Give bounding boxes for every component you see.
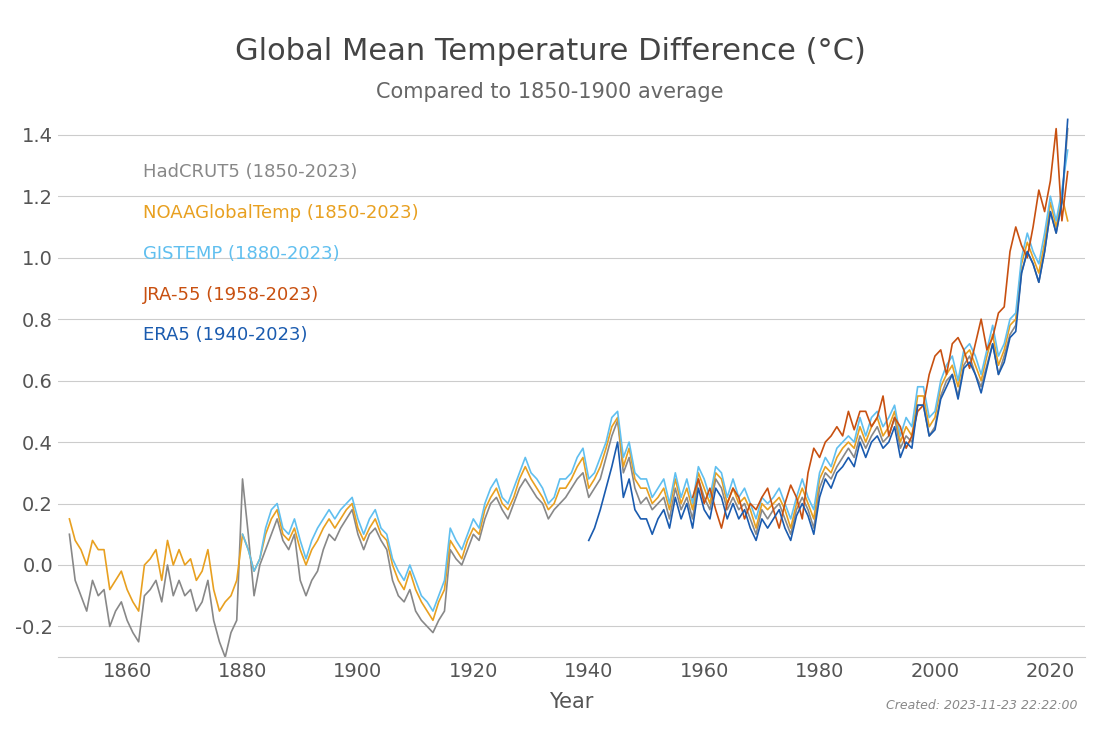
HadCRUT5 (1850-2023) (63, 530, 76, 539)
Text: GISTEMP (1880-2023): GISTEMP (1880-2023) (143, 245, 340, 263)
JRA-55 (1958-2023) (986, 333, 999, 342)
JRA-55 (1958-2023) (720, 499, 734, 508)
Text: Created: 2023-11-23 22:22:00: Created: 2023-11-23 22:22:00 (887, 699, 1078, 712)
NOAAGlobalTemp (1850-2023) (807, 514, 821, 523)
ERA5 (1940-2023) (587, 524, 601, 533)
Text: HadCRUT5 (1850-2023): HadCRUT5 (1850-2023) (143, 163, 358, 181)
NOAAGlobalTemp (1850-2023) (1055, 191, 1068, 200)
ERA5 (1940-2023) (582, 536, 595, 545)
JRA-55 (1958-2023) (854, 407, 867, 416)
ERA5 (1940-2023) (610, 438, 624, 447)
ERA5 (1940-2023) (818, 474, 832, 483)
NOAAGlobalTemp (1850-2023) (167, 560, 180, 569)
JRA-55 (1958-2023) (686, 493, 700, 502)
NOAAGlobalTemp (1850-2023) (427, 616, 440, 625)
GISTEMP (1880-2023) (427, 607, 440, 616)
GISTEMP (1880-2023) (496, 493, 509, 502)
JRA-55 (1958-2023) (859, 407, 872, 416)
GISTEMP (1880-2023) (1062, 145, 1075, 154)
GISTEMP (1880-2023) (905, 422, 918, 431)
JRA-55 (1958-2023) (1062, 167, 1075, 176)
Text: Compared to 1850-1900 average: Compared to 1850-1900 average (376, 82, 724, 102)
Text: NOAAGlobalTemp (1850-2023): NOAAGlobalTemp (1850-2023) (143, 204, 419, 222)
JRA-55 (1958-2023) (1049, 124, 1063, 133)
HadCRUT5 (1850-2023) (605, 432, 618, 441)
GISTEMP (1880-2023) (358, 530, 371, 539)
Text: JRA-55 (1958-2023): JRA-55 (1958-2023) (143, 286, 319, 303)
GISTEMP (1880-2023) (235, 530, 249, 539)
Line: JRA-55 (1958-2023): JRA-55 (1958-2023) (693, 128, 1068, 528)
NOAAGlobalTemp (1850-2023) (75, 545, 88, 554)
JRA-55 (1958-2023) (784, 481, 798, 490)
HadCRUT5 (1850-2023) (167, 591, 180, 600)
ERA5 (1940-2023) (946, 370, 959, 379)
ERA5 (1940-2023) (1062, 115, 1075, 124)
HadCRUT5 (1850-2023) (807, 524, 821, 533)
Line: GISTEMP (1880-2023): GISTEMP (1880-2023) (242, 150, 1068, 611)
HadCRUT5 (1850-2023) (103, 622, 117, 631)
NOAAGlobalTemp (1850-2023) (103, 585, 117, 594)
Line: NOAAGlobalTemp (1850-2023): NOAAGlobalTemp (1850-2023) (69, 196, 1068, 620)
GISTEMP (1880-2023) (294, 536, 307, 545)
ERA5 (1940-2023) (795, 499, 808, 508)
HadCRUT5 (1850-2023) (219, 653, 232, 662)
NOAAGlobalTemp (1850-2023) (726, 484, 739, 493)
NOAAGlobalTemp (1850-2023) (605, 422, 618, 431)
JRA-55 (1958-2023) (807, 444, 821, 453)
HadCRUT5 (1850-2023) (1062, 124, 1075, 133)
X-axis label: Year: Year (549, 692, 594, 712)
HadCRUT5 (1850-2023) (75, 591, 88, 600)
GISTEMP (1880-2023) (830, 444, 844, 453)
Line: HadCRUT5 (1850-2023): HadCRUT5 (1850-2023) (69, 128, 1068, 657)
GISTEMP (1880-2023) (916, 382, 930, 391)
JRA-55 (1958-2023) (715, 524, 728, 533)
Line: ERA5 (1940-2023): ERA5 (1940-2023) (588, 119, 1068, 540)
HadCRUT5 (1850-2023) (726, 493, 739, 502)
ERA5 (1940-2023) (969, 370, 982, 379)
Text: Global Mean Temperature Difference (°C): Global Mean Temperature Difference (°C) (234, 37, 866, 66)
Text: ERA5 (1940-2023): ERA5 (1940-2023) (143, 326, 308, 344)
NOAAGlobalTemp (1850-2023) (1062, 217, 1075, 226)
NOAAGlobalTemp (1850-2023) (63, 514, 76, 523)
